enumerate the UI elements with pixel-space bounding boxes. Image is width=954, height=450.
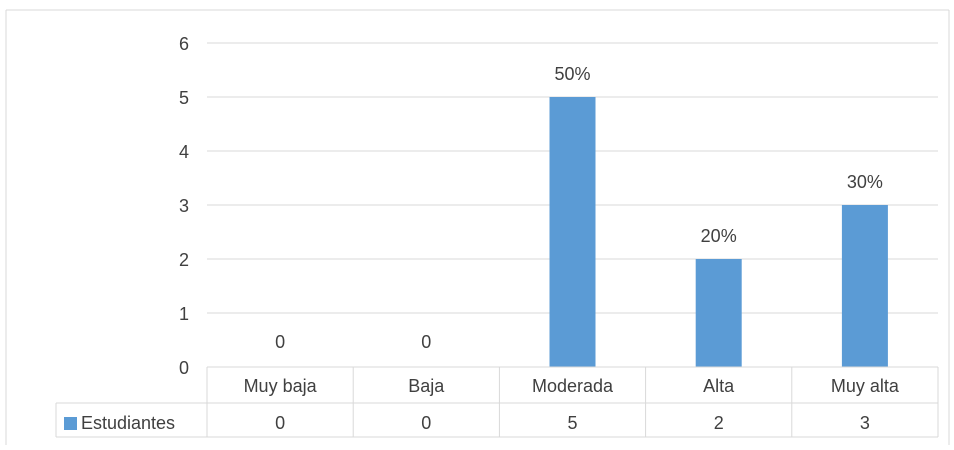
y-axis-ticks: 0 1 2 3 4 5 6 bbox=[179, 34, 189, 378]
category-label: Baja bbox=[408, 376, 445, 396]
bar bbox=[841, 205, 888, 367]
table-value: 5 bbox=[567, 413, 577, 433]
data-labels: 0 0 50% 20% 30% bbox=[275, 64, 883, 352]
category-label: Alta bbox=[703, 376, 735, 396]
data-label: 30% bbox=[847, 172, 883, 192]
category-label: Moderada bbox=[532, 376, 614, 396]
data-label: 0 bbox=[275, 332, 285, 352]
bar bbox=[549, 97, 596, 367]
y-tick-label: 3 bbox=[179, 196, 189, 216]
y-tick-label: 0 bbox=[179, 358, 189, 378]
table-value: 0 bbox=[421, 413, 431, 433]
table-value: 2 bbox=[714, 413, 724, 433]
category-label: Muy alta bbox=[831, 376, 900, 396]
data-table: Muy baja Baja Moderada Alta Muy alta Estudian… bbox=[55, 366, 939, 438]
y-tick-label: 4 bbox=[179, 142, 189, 162]
category-label: Muy baja bbox=[244, 376, 318, 396]
y-tick-label: 6 bbox=[179, 34, 189, 54]
data-label: 0 bbox=[421, 332, 431, 352]
data-label: 50% bbox=[554, 64, 590, 84]
data-label: 20% bbox=[701, 226, 737, 246]
y-tick-label: 1 bbox=[179, 304, 189, 324]
y-tick-label: 2 bbox=[179, 250, 189, 270]
table-value: 3 bbox=[860, 413, 870, 433]
bars bbox=[549, 97, 888, 367]
legend-label: Estudiantes bbox=[81, 413, 175, 433]
bar bbox=[695, 259, 742, 367]
y-tick-label: 5 bbox=[179, 88, 189, 108]
legend-swatch bbox=[64, 417, 77, 430]
table-value: 0 bbox=[275, 413, 285, 433]
